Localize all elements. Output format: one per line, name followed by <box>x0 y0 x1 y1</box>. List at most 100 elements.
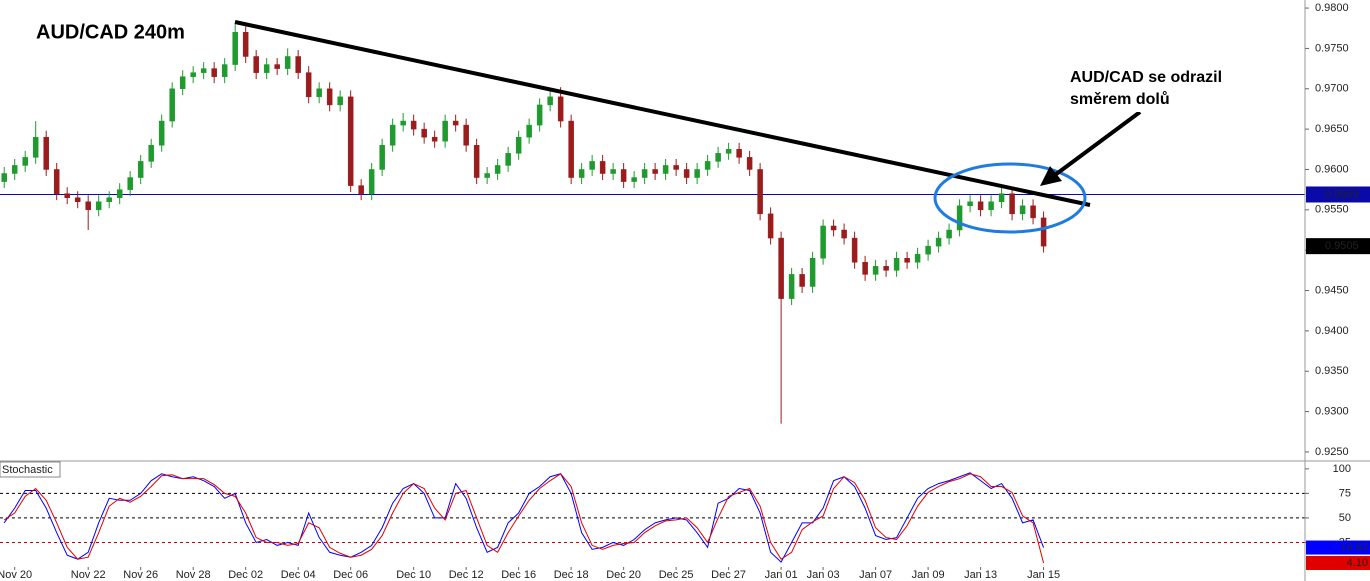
candle-body <box>169 88 175 122</box>
candle-body <box>683 169 690 178</box>
indicator-title: Stochastic <box>2 464 53 476</box>
y-tick-label: 0.9300 <box>1315 405 1349 417</box>
candle-body <box>421 128 427 138</box>
x-tick-label: Dec 02 <box>228 569 263 581</box>
candle-body <box>767 213 774 239</box>
highlight-ellipse <box>933 162 1087 234</box>
x-tick-label: Dec 16 <box>501 569 536 581</box>
candle-body <box>179 76 186 90</box>
x-tick-label: Jan 09 <box>912 569 945 581</box>
price-label: 0.9505 <box>1325 240 1359 252</box>
candle-body <box>620 169 627 182</box>
candle-body <box>64 193 70 198</box>
candle-body <box>599 161 606 174</box>
candle-body <box>641 169 648 178</box>
candle-body <box>568 120 574 178</box>
candle-body <box>74 197 81 203</box>
candle-body <box>452 120 459 126</box>
candle-body <box>494 165 501 174</box>
level-label: 0.9569 <box>1325 188 1359 200</box>
y-tick-label: 0.9650 <box>1315 123 1349 135</box>
candle-body <box>830 225 837 231</box>
level-label-box <box>1306 186 1370 203</box>
candle-body <box>757 169 763 215</box>
candle-body <box>725 149 732 154</box>
candle-body <box>358 185 364 194</box>
axis-panel <box>1305 0 1370 581</box>
marks: Stochastic <box>0 24 1305 564</box>
candle-body <box>263 64 270 73</box>
candle-body <box>85 201 91 211</box>
x-tick-label: Nov 22 <box>71 569 106 581</box>
y-tick-label: 50 <box>1339 512 1351 524</box>
price-label-box <box>1306 238 1370 255</box>
candle-body <box>935 237 942 247</box>
candle-body <box>893 257 900 271</box>
candle-body <box>389 124 396 146</box>
candle-body <box>820 225 826 259</box>
candle-body <box>200 68 207 73</box>
candle-body <box>127 177 133 190</box>
candle-body <box>410 120 417 130</box>
chart-title: AUD/CAD 240m <box>36 21 185 43</box>
candle-body <box>242 32 249 57</box>
x-tick-label: Jan 01 <box>765 569 798 581</box>
candle-body <box>1009 193 1015 215</box>
candle-body <box>526 124 532 138</box>
x-tick-label: Jan 03 <box>807 569 840 581</box>
stochastic-line <box>3 473 1045 564</box>
candle-body <box>305 72 312 98</box>
candle-body <box>431 136 438 142</box>
candle-body <box>704 161 711 170</box>
candle-body <box>967 201 973 207</box>
x-tick-label: Nov 28 <box>176 569 211 581</box>
x-tick-label: Dec 25 <box>659 569 694 581</box>
note-box <box>1045 58 1260 112</box>
candle-body <box>956 205 963 231</box>
candle-body <box>977 201 984 211</box>
candle-body <box>190 72 196 77</box>
candle-body <box>211 68 217 77</box>
y-tick-label: 0.9350 <box>1315 365 1349 377</box>
candle-body <box>1040 217 1047 247</box>
candle-body <box>106 197 112 203</box>
candle-body <box>232 32 238 65</box>
candle-body <box>463 124 469 146</box>
x-tick-label: Jan 15 <box>1027 569 1060 581</box>
y-tick-label: 100 <box>1333 463 1351 475</box>
candle-body <box>515 136 522 154</box>
candle-body <box>148 145 154 162</box>
candle-body <box>1030 205 1036 219</box>
x-tick-label: Dec 10 <box>396 569 431 581</box>
arrow-head <box>1040 166 1062 186</box>
candle-body <box>1019 205 1026 215</box>
candle-body <box>746 157 753 170</box>
candle-body <box>652 169 658 174</box>
candle-body <box>158 120 165 146</box>
x-tick-label: Dec 18 <box>554 569 589 581</box>
candle-body <box>337 96 343 106</box>
candle-body <box>253 56 259 73</box>
candle-body <box>589 161 595 170</box>
candle-body <box>799 274 805 287</box>
y-tick-label: 0.9450 <box>1315 284 1349 296</box>
x-tick-label: Nov 26 <box>123 569 158 581</box>
y-tick-label: 0.9250 <box>1315 446 1349 458</box>
candle-body <box>11 165 18 174</box>
candle-body <box>715 153 721 162</box>
candle-body <box>662 165 669 174</box>
candle-body <box>379 145 385 170</box>
candle-body <box>851 237 858 263</box>
candle-body <box>778 237 784 299</box>
value-label-box <box>1306 540 1370 555</box>
candle-body <box>673 165 679 170</box>
candle-body <box>788 274 795 299</box>
y-tick-label: 0.9700 <box>1315 83 1349 95</box>
candle-body <box>484 173 490 178</box>
stochastic-line <box>3 472 1045 563</box>
candle-body <box>505 153 511 166</box>
candle-body <box>809 257 816 287</box>
y-tick-label: 0.9550 <box>1315 204 1349 216</box>
x-tick-label: Dec 12 <box>449 569 484 581</box>
